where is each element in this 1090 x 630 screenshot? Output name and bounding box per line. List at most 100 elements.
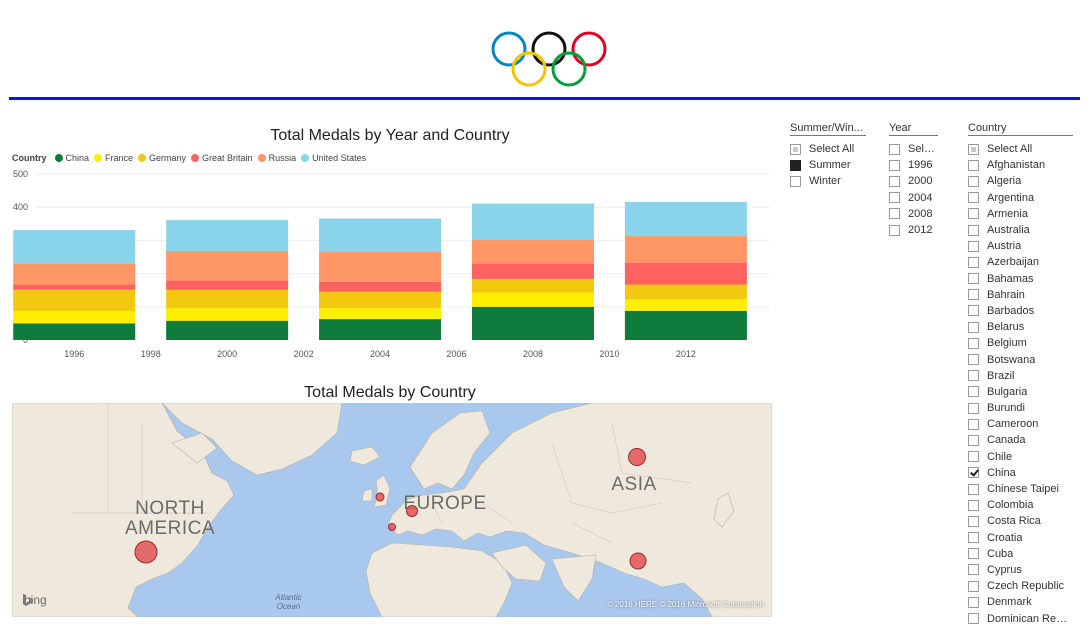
checkbox[interactable] (968, 354, 979, 366)
slicer-country-item[interactable]: Costa Rica (968, 513, 1073, 529)
checkbox[interactable] (889, 224, 900, 236)
slicer-country-item[interactable]: Bahrain (968, 287, 1073, 303)
slicer-year-item[interactable]: 2004 (889, 190, 938, 206)
slicer-country-item[interactable]: Croatia (968, 530, 1073, 546)
bar-segment[interactable] (624, 299, 747, 311)
medal-bubble[interactable] (629, 552, 647, 570)
bar-segment[interactable] (624, 236, 747, 263)
checkbox[interactable] (968, 564, 979, 576)
medal-bubble[interactable] (628, 448, 646, 466)
checkbox[interactable] (968, 370, 979, 382)
slicer-country-item[interactable]: Canada (968, 432, 1073, 448)
checkbox[interactable] (889, 192, 900, 204)
checkbox[interactable] (968, 240, 979, 252)
checkbox[interactable] (968, 321, 979, 333)
bar-segment[interactable] (13, 289, 136, 312)
bar-segment[interactable] (624, 284, 747, 300)
checkbox[interactable] (968, 192, 979, 204)
slicer-country-item[interactable]: Belarus (968, 319, 1073, 335)
checkbox[interactable] (968, 418, 979, 430)
slicer-country-item[interactable]: Azerbaijan (968, 254, 1073, 270)
checkbox[interactable] (968, 386, 979, 398)
checkbox[interactable] (968, 175, 979, 187)
slicer-country-item[interactable]: Burundi (968, 400, 1073, 416)
checkbox[interactable] (889, 159, 900, 171)
legend-item[interactable]: France (94, 153, 133, 163)
slicer-year-item[interactable]: 1996 (889, 157, 938, 173)
slicer-country-item[interactable]: Chinese Taipei (968, 481, 1073, 497)
slicer-country-item[interactable]: Cyprus (968, 562, 1073, 578)
bar-segment[interactable] (471, 278, 594, 293)
checkbox[interactable] (968, 613, 979, 625)
bar-segment[interactable] (319, 319, 442, 340)
bar-segment[interactable] (13, 284, 136, 290)
slicer-country-item[interactable]: Cuba (968, 546, 1073, 562)
checkbox[interactable] (968, 596, 979, 608)
checkbox[interactable] (968, 580, 979, 592)
checkbox[interactable] (968, 483, 979, 495)
bar-segment[interactable] (166, 320, 289, 340)
bar-segment[interactable] (319, 252, 442, 282)
slicer-country-item[interactable]: Belgium (968, 335, 1073, 351)
medal-bubble[interactable] (388, 523, 396, 531)
bar-segment[interactable] (13, 311, 136, 324)
checkbox[interactable] (968, 289, 979, 301)
slicer-country-item[interactable]: China (968, 465, 1073, 481)
legend-item[interactable]: Germany (138, 153, 186, 163)
slicer-year-item[interactable]: 2008 (889, 206, 938, 222)
medal-bubble[interactable] (375, 492, 385, 502)
checkbox[interactable] (968, 143, 979, 155)
checkbox[interactable] (968, 467, 979, 479)
checkbox[interactable] (968, 159, 979, 171)
slicer-country-item[interactable]: Denmark (968, 594, 1073, 610)
bar-segment[interactable] (624, 201, 747, 237)
bar-segment[interactable] (166, 280, 289, 290)
checkbox[interactable] (790, 159, 801, 171)
stacked-bar-chart[interactable]: 0100200300400500199619982000200220042006… (0, 165, 780, 363)
slicer-season-item[interactable]: Winter (790, 173, 866, 189)
bar-segment[interactable] (166, 220, 289, 252)
slicer-country-item[interactable]: Dominican Repub... (968, 610, 1073, 626)
slicer-country-item[interactable]: Cameroon (968, 416, 1073, 432)
slicer-country-item[interactable]: Bahamas (968, 271, 1073, 287)
checkbox[interactable] (968, 434, 979, 446)
checkbox[interactable] (968, 305, 979, 317)
bar-segment[interactable] (319, 281, 442, 292)
checkbox[interactable] (968, 515, 979, 527)
checkbox[interactable] (968, 208, 979, 220)
checkbox[interactable] (968, 337, 979, 349)
checkbox[interactable] (889, 143, 900, 155)
slicer-season-item[interactable]: Summer (790, 157, 866, 173)
slicer-country-item[interactable]: Botswana (968, 351, 1073, 367)
bar-segment[interactable] (13, 323, 136, 340)
slicer-country-item[interactable]: Select All (968, 141, 1073, 157)
medals-map[interactable]: NORTH AMERICA EUROPE ASIA Atlantic Ocean… (12, 403, 772, 617)
bar-segment[interactable] (624, 310, 747, 340)
checkbox[interactable] (968, 256, 979, 268)
slicer-country-item[interactable]: Brazil (968, 368, 1073, 384)
bar-segment[interactable] (13, 263, 136, 285)
bar-segment[interactable] (319, 218, 442, 253)
bar-segment[interactable] (166, 251, 289, 281)
slicer-country-item[interactable]: Australia (968, 222, 1073, 238)
checkbox[interactable] (889, 175, 900, 187)
medal-bubble[interactable] (134, 540, 158, 564)
legend-item[interactable]: Russia (257, 153, 296, 163)
bar-segment[interactable] (166, 308, 289, 321)
slicer-country-item[interactable]: Barbados (968, 303, 1073, 319)
slicer-year-item[interactable]: 2000 (889, 173, 938, 189)
bar-segment[interactable] (13, 230, 136, 264)
legend-item[interactable]: United States (301, 153, 366, 163)
slicer-year-item[interactable]: 2012 (889, 222, 938, 238)
bar-segment[interactable] (319, 308, 442, 320)
slicer-country-item[interactable]: Bulgaria (968, 384, 1073, 400)
bar-segment[interactable] (624, 262, 747, 285)
checkbox[interactable] (968, 532, 979, 544)
slicer-country-item[interactable]: Algeria (968, 173, 1073, 189)
slicer-country-item[interactable]: Afghanistan (968, 157, 1073, 173)
slicer-country-item[interactable]: Czech Republic (968, 578, 1073, 594)
bar-segment[interactable] (166, 289, 289, 309)
slicer-season-item[interactable]: Select All (790, 141, 866, 157)
checkbox[interactable] (968, 224, 979, 236)
checkbox[interactable] (790, 143, 801, 155)
